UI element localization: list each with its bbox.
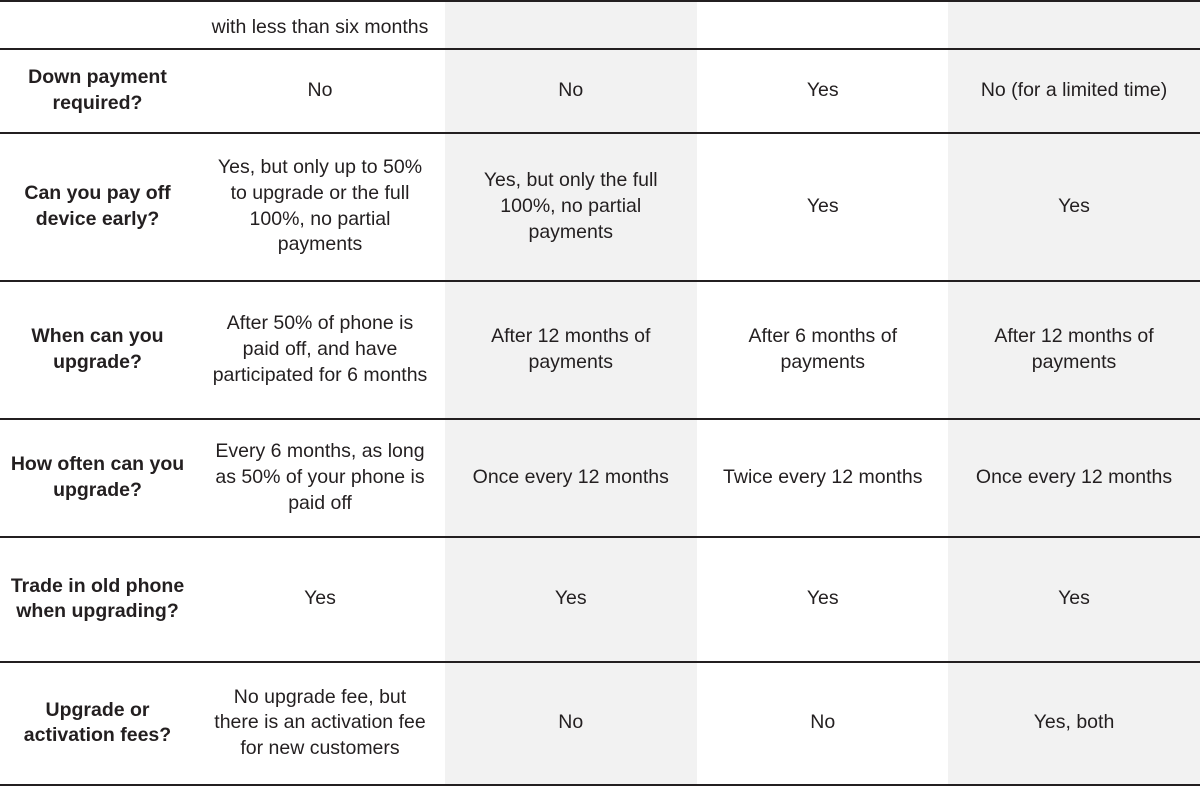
row-label-when-upgrade: When can you upgrade? [0, 279, 195, 420]
table-cell: No [445, 47, 697, 134]
table-row-clipped: with less than six months [0, 0, 1200, 50]
table-cell: Yes [696, 47, 948, 134]
table-row: Down payment required? No No Yes No (for… [0, 47, 1200, 134]
table-cell: Yes, but only the full 100%, no partial … [445, 131, 697, 282]
table-cell: Yes [445, 535, 697, 663]
table-cell: No [696, 660, 948, 786]
table-cell: No [445, 660, 697, 786]
table-cell: Once every 12 months [948, 417, 1200, 538]
table-cell: Yes [696, 131, 948, 282]
table-cell: Yes [696, 535, 948, 663]
table-cell: No (for a limited time) [948, 47, 1200, 134]
table-cell: After 12 months of payments [445, 279, 697, 420]
table-cell: After 6 months of payments [696, 279, 948, 420]
table-cell [948, 0, 1200, 50]
row-label-pay-off-early: Can you pay off device early? [0, 131, 195, 282]
table-cell [696, 0, 948, 50]
table-cell: Yes, but only up to 50% to upgrade or th… [195, 131, 445, 282]
table-cell [445, 0, 697, 50]
table-cell: Yes, both [948, 660, 1200, 786]
row-label-down-payment: Down payment required? [0, 47, 195, 134]
row-label-clipped [0, 0, 195, 50]
table-cell: Yes [195, 535, 445, 663]
table-cell: with less than six months [195, 0, 445, 50]
table-row: How often can you upgrade? Every 6 month… [0, 417, 1200, 538]
table-cell: After 12 months of payments [948, 279, 1200, 420]
row-label-trade-in: Trade in old phone when upgrading? [0, 535, 195, 663]
table-row: Upgrade or activation fees? No upgrade f… [0, 660, 1200, 786]
table-cell: Yes [948, 131, 1200, 282]
table-cell: No [195, 47, 445, 134]
table-cell: Every 6 months, as long as 50% of your p… [195, 417, 445, 538]
table-row: When can you upgrade? After 50% of phone… [0, 279, 1200, 420]
table-cell: Once every 12 months [445, 417, 697, 538]
table-row: Trade in old phone when upgrading? Yes Y… [0, 535, 1200, 663]
table-cell: After 50% of phone is paid off, and have… [195, 279, 445, 420]
table-cell: No upgrade fee, but there is an activati… [195, 660, 445, 786]
table-row: Can you pay off device early? Yes, but o… [0, 131, 1200, 282]
row-label-how-often-upgrade: How often can you upgrade? [0, 417, 195, 538]
table-cell: Yes [948, 535, 1200, 663]
table-cell: Twice every 12 months [696, 417, 948, 538]
row-label-fees: Upgrade or activation fees? [0, 660, 195, 786]
